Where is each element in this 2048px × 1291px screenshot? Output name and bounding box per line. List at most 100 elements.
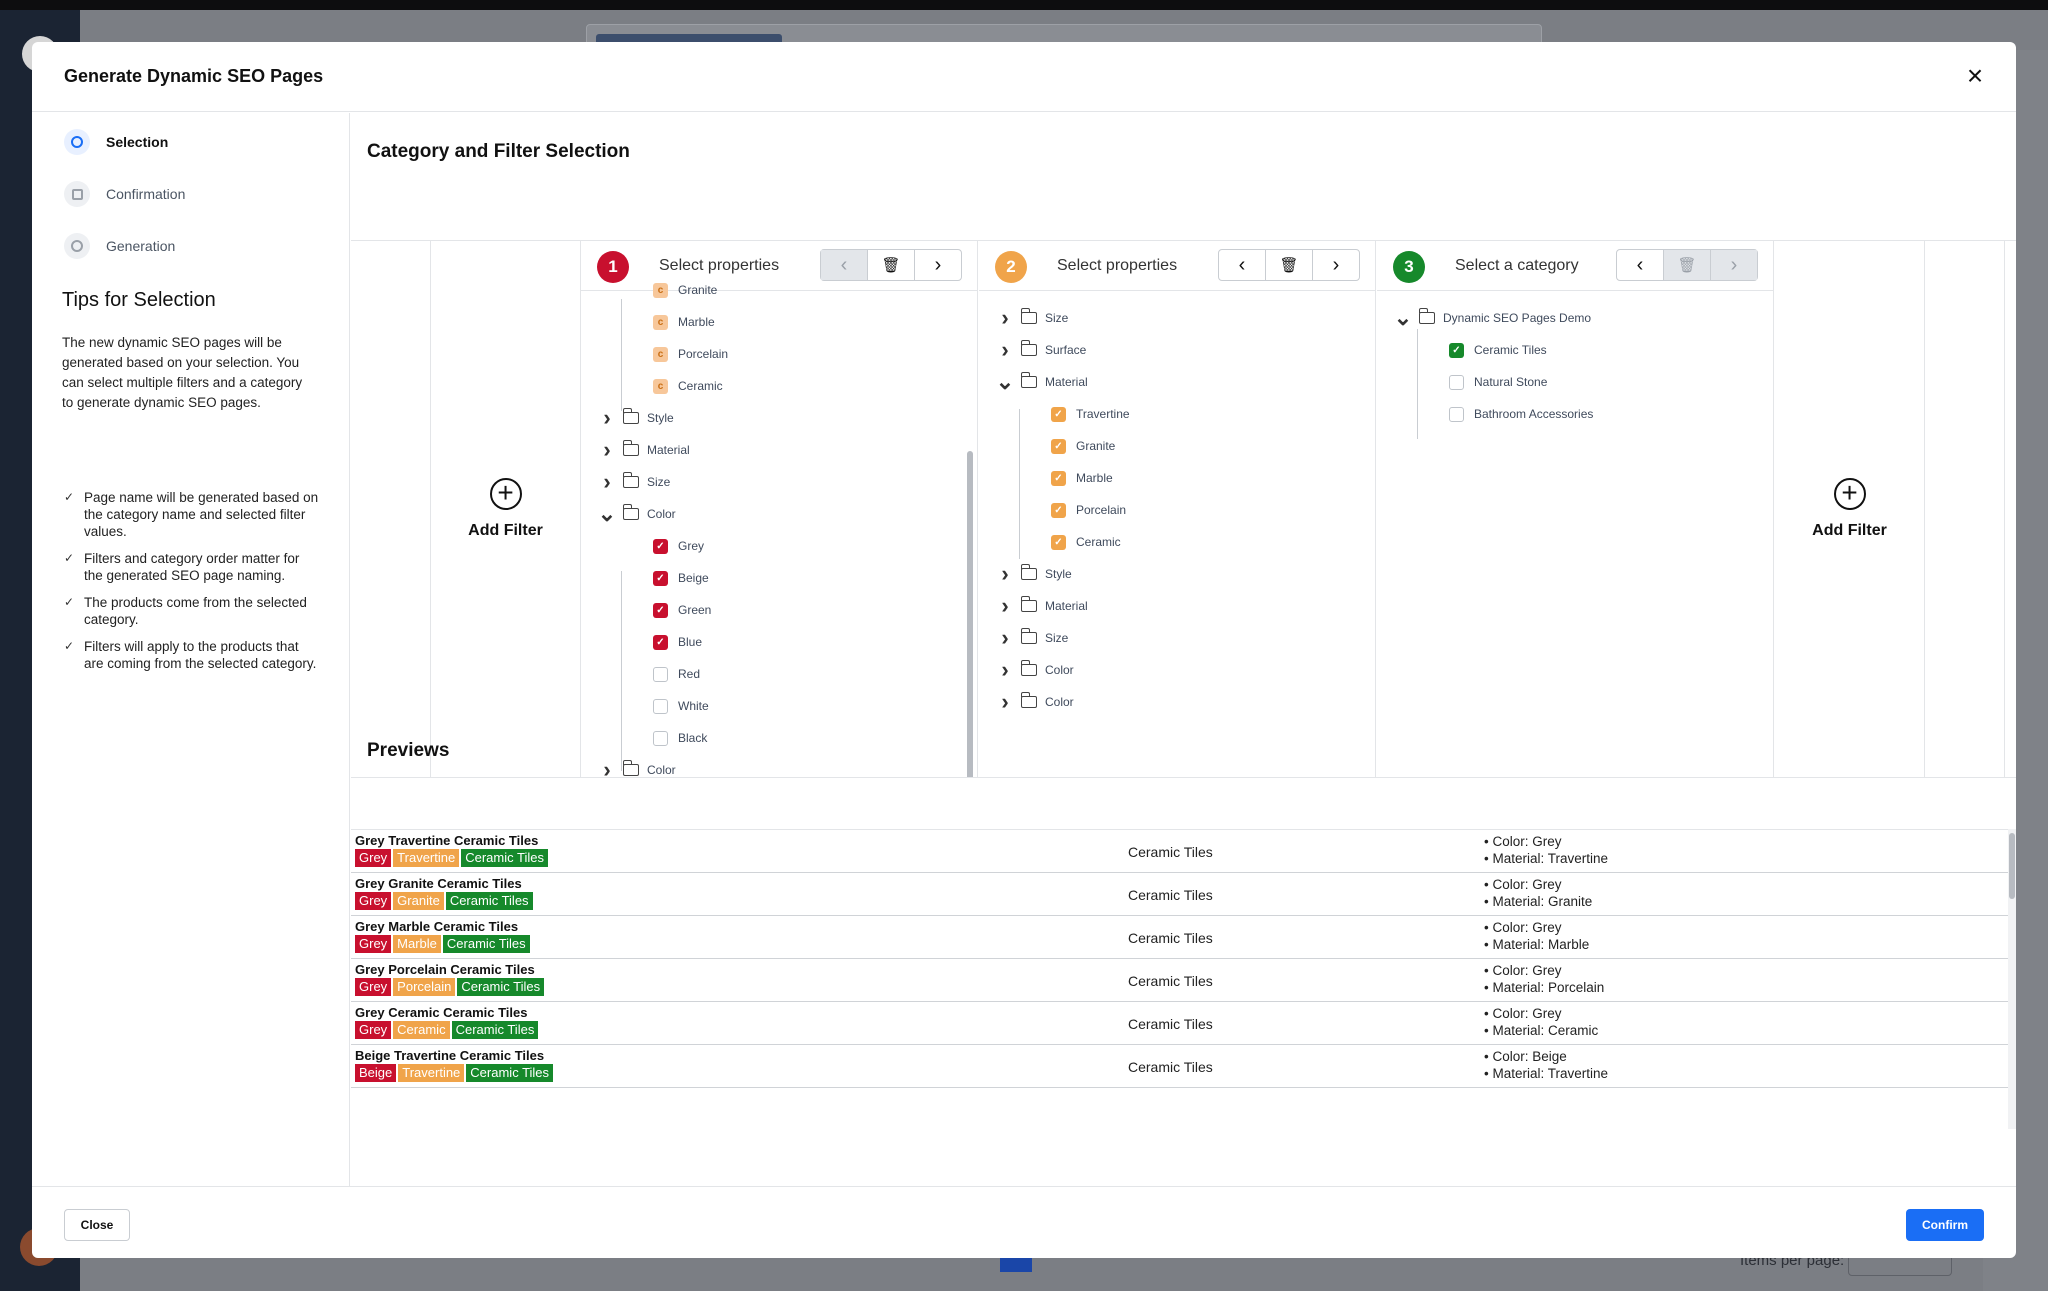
tree-item[interactable]: ✓ Beige	[653, 567, 709, 589]
chevron-right-icon[interactable]: ›	[603, 757, 611, 777]
tree-item[interactable]: ✓ Ceramic	[1051, 531, 1121, 553]
preview-attribute: Color: Beige	[1484, 1048, 1608, 1065]
column-number-badge: 2	[995, 251, 1027, 283]
chevron-right-icon[interactable]: ›	[1001, 561, 1009, 586]
checkbox[interactable]: c	[653, 282, 668, 298]
tree-item[interactable]: c Porcelain	[653, 343, 728, 365]
checkbox[interactable]: ✓	[653, 634, 668, 650]
move-left-button[interactable]: ‹	[821, 250, 868, 280]
preview-tag: Grey	[355, 1021, 392, 1039]
checkbox[interactable]: ✓	[1051, 406, 1066, 422]
tree-item[interactable]: Black	[653, 727, 707, 749]
chevron-right-icon[interactable]: ›	[603, 469, 611, 494]
tree-folder[interactable]: › Material	[995, 593, 1087, 618]
move-right-button[interactable]: ›	[1332, 253, 1340, 276]
chevron-right-icon[interactable]: ›	[1001, 305, 1009, 330]
tree-folder[interactable]: › Size	[995, 305, 1068, 330]
chevron-right-icon[interactable]: ›	[1001, 593, 1009, 618]
close-button[interactable]: Close	[64, 1209, 130, 1241]
tree-item[interactable]: ✓ Grey	[653, 535, 704, 557]
move-right-button[interactable]: ›	[934, 253, 942, 276]
tips-intro: The new dynamic SEO pages will be genera…	[62, 335, 303, 410]
tree-folder[interactable]: ⌄ Dynamic SEO Pages Demo	[1393, 307, 1591, 329]
tree-item[interactable]: ✓ Blue	[653, 631, 702, 653]
chevron-right-icon[interactable]: ›	[603, 437, 611, 462]
tree-folder[interactable]: › Color	[995, 657, 1073, 682]
tree-item[interactable]: Red	[653, 663, 700, 685]
checkbox[interactable]: ✓	[1051, 502, 1066, 518]
check-icon: ✓	[64, 595, 75, 609]
tree-item[interactable]: Natural Stone	[1449, 371, 1547, 393]
chevron-right-icon[interactable]: ›	[1001, 689, 1009, 714]
chevron-right-icon[interactable]: ›	[1001, 337, 1009, 362]
chevron-down-icon[interactable]: ⌄	[1393, 305, 1413, 330]
checkbox[interactable]: ✓	[1051, 438, 1066, 454]
chevron-down-icon[interactable]: ⌄	[995, 369, 1015, 394]
tree-folder[interactable]: › Color	[995, 689, 1073, 714]
tree-guide-line	[1019, 409, 1020, 559]
checkbox[interactable]: ✓	[1051, 534, 1066, 550]
step-selection[interactable]: Selection	[64, 127, 168, 157]
tree-folder[interactable]: › Size	[597, 469, 670, 494]
step-label: Confirmation	[106, 186, 186, 202]
checkbox[interactable]: ✓	[1051, 470, 1066, 486]
chevron-right-icon[interactable]: ›	[1001, 625, 1009, 650]
add-filter-right-button[interactable]: + Add Filter	[1775, 241, 1925, 777]
tree-item[interactable]: ✓ Green	[653, 599, 711, 621]
checkbox[interactable]: ✓	[653, 538, 668, 554]
tree-item[interactable]: ✓ Granite	[1051, 435, 1115, 457]
folder-icon	[622, 408, 639, 424]
chevron-down-icon[interactable]: ⌄	[597, 501, 617, 526]
tree-item[interactable]: White	[653, 695, 709, 717]
tree-item[interactable]: c Ceramic	[653, 375, 723, 397]
tree-folder[interactable]: › Style	[995, 561, 1071, 586]
tree-folder[interactable]: › Material	[597, 437, 689, 462]
check-icon: ✓	[64, 490, 75, 504]
checkbox[interactable]: ✓	[653, 602, 668, 618]
checkbox[interactable]	[653, 666, 668, 682]
close-icon[interactable]: ×	[1966, 60, 1984, 91]
checkbox[interactable]: c	[653, 378, 668, 394]
checkbox[interactable]	[1449, 406, 1464, 422]
confirm-button[interactable]: Confirm	[1906, 1209, 1984, 1241]
checkbox[interactable]: c	[653, 314, 668, 330]
tree-folder[interactable]: › Style	[597, 405, 673, 430]
chevron-right-icon[interactable]: ›	[603, 405, 611, 430]
move-left-button[interactable]: ‹	[1219, 250, 1266, 280]
tree-scrollbar[interactable]	[967, 451, 973, 777]
tree-folder[interactable]: › Size	[995, 625, 1068, 650]
chevron-right-icon[interactable]: ›	[1001, 657, 1009, 682]
trash-button[interactable]: 🗑	[868, 250, 915, 280]
checkbox[interactable]	[653, 698, 668, 714]
tree-item[interactable]: c Granite	[653, 279, 717, 301]
preview-attribute: Material: Travertine	[1484, 1065, 1608, 1082]
tree-item[interactable]: ✓ Marble	[1051, 467, 1113, 489]
tree-item[interactable]: Bathroom Accessories	[1449, 403, 1593, 425]
checkbox[interactable]	[653, 730, 668, 746]
move-left-button[interactable]: ‹	[1617, 250, 1664, 280]
tips-list: ✓ Page name will be generated based on th…	[64, 489, 319, 682]
checkbox[interactable]: c	[653, 346, 668, 362]
tree-folder[interactable]: › Color	[597, 757, 675, 777]
step-confirmation[interactable]: Confirmation	[64, 179, 185, 209]
tree-item[interactable]: ✓ Porcelain	[1051, 499, 1126, 521]
tree-item[interactable]: ✓ Travertine	[1051, 403, 1130, 425]
tree-item[interactable]: ✓ Ceramic Tiles	[1449, 339, 1547, 361]
trash-button[interactable]: 🗑	[1266, 250, 1313, 280]
move-right-button[interactable]: ›	[1711, 250, 1757, 280]
checkbox[interactable]	[1449, 374, 1464, 390]
tree-folder[interactable]: ⌄ Material	[995, 371, 1088, 393]
tree-label: Ceramic	[678, 379, 723, 393]
checkbox[interactable]: ✓	[1449, 342, 1464, 358]
preview-tag: Beige	[355, 1064, 397, 1082]
add-filter-left-button[interactable]: + Add Filter	[431, 241, 581, 777]
tree-folder[interactable]: › Surface	[995, 337, 1086, 362]
step-generation[interactable]: Generation	[64, 231, 175, 261]
tree-label: Porcelain	[1076, 503, 1127, 517]
tree-folder[interactable]: ⌄ Color	[597, 503, 676, 525]
tree-item[interactable]: c Marble	[653, 311, 715, 333]
category-column: 3 Select a category ‹ 🗑 › ⌄ Dynamic SEO P…	[1377, 241, 1774, 777]
trash-button[interactable]: 🗑	[1664, 250, 1711, 280]
checkbox[interactable]: ✓	[653, 570, 668, 586]
previews-scrollbar[interactable]	[2008, 829, 2016, 1129]
